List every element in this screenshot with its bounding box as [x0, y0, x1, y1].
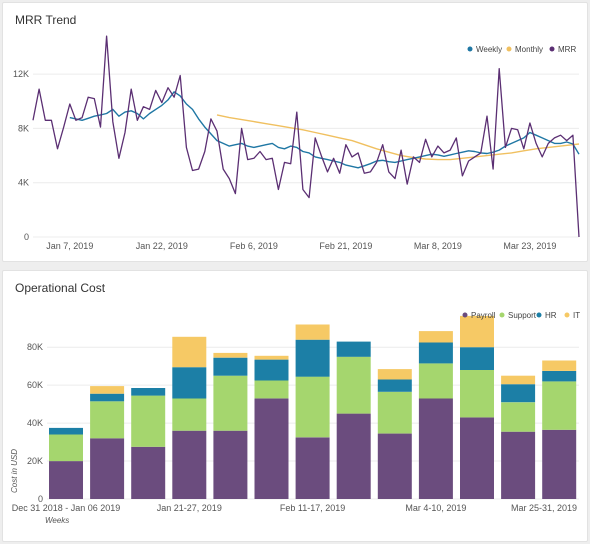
x-tick-label: Jan 7, 2019	[46, 241, 93, 251]
bar-segment-hr[interactable]	[213, 357, 248, 376]
bar-segment-payroll[interactable]	[542, 429, 577, 499]
bar-segment-support[interactable]	[90, 401, 125, 439]
legend-marker	[564, 312, 570, 318]
legend-marker	[549, 46, 555, 52]
bar-segment-hr[interactable]	[460, 347, 494, 370]
bar-segment-it[interactable]	[418, 331, 453, 343]
bar-segment-it[interactable]	[213, 352, 248, 358]
y-tick-label: 60K	[27, 380, 43, 390]
legend-label: Payroll	[471, 311, 496, 320]
legend-label: IT	[573, 311, 580, 320]
legend-label: HR	[545, 311, 557, 320]
bar-segment-payroll[interactable]	[131, 446, 166, 499]
bar-segment-support[interactable]	[131, 395, 166, 447]
bar-segment-payroll[interactable]	[49, 461, 83, 499]
x-axis-title: Weeks	[45, 516, 69, 525]
legend-marker	[536, 312, 542, 318]
bar-segment-payroll[interactable]	[377, 433, 412, 499]
legend-label: MRR	[558, 45, 576, 54]
series-line-mrr[interactable]	[32, 35, 580, 238]
bar-segment-support[interactable]	[542, 381, 577, 430]
bar-segment-hr[interactable]	[336, 341, 371, 357]
y-tick-label: 20K	[27, 456, 43, 466]
x-tick-label: Mar 25-31, 2019	[511, 503, 577, 513]
bar-segment-hr[interactable]	[295, 339, 330, 377]
series-line-monthly[interactable]	[216, 114, 580, 161]
series-line-weekly[interactable]	[69, 91, 580, 169]
x-tick-label: Feb 6, 2019	[230, 241, 278, 251]
bar-segment-it[interactable]	[172, 336, 207, 368]
chart-title: MRR Trend	[15, 13, 77, 27]
bar-segment-payroll[interactable]	[172, 430, 207, 499]
legend-marker	[499, 312, 505, 318]
bar-segment-payroll[interactable]	[460, 417, 494, 499]
bar-segment-hr[interactable]	[131, 388, 166, 396]
bar-segment-it[interactable]	[254, 355, 289, 360]
bar-segment-support[interactable]	[172, 398, 207, 431]
x-tick-label: Jan 22, 2019	[136, 241, 188, 251]
x-tick-label: Mar 8, 2019	[414, 241, 462, 251]
bar-segment-support[interactable]	[254, 380, 289, 399]
bar-segment-hr[interactable]	[172, 367, 207, 399]
x-tick-label: Jan 21-27, 2019	[157, 503, 222, 513]
bar-segment-support[interactable]	[295, 376, 330, 438]
y-tick-label: 0	[24, 232, 29, 242]
y-tick-label: 80K	[27, 342, 43, 352]
bar-segment-support[interactable]	[418, 363, 453, 399]
y-tick-label: 40K	[27, 418, 43, 428]
legend-marker	[506, 46, 512, 52]
bar-segment-support[interactable]	[501, 402, 536, 432]
x-tick-label: Mar 23, 2019	[503, 241, 556, 251]
bar-segment-support[interactable]	[49, 434, 83, 462]
chart-title: Operational Cost	[15, 281, 106, 295]
bar-segment-hr[interactable]	[418, 342, 453, 364]
mrr-trend-chart[interactable]: 0 4K 8K 12K Jan 7, 2019 Jan 22, 2019 Feb 6, 20…	[3, 3, 587, 261]
legend-label: Monthly	[515, 45, 543, 54]
bar-segment-payroll[interactable]	[501, 431, 536, 499]
bar-segment-support[interactable]	[377, 391, 412, 434]
bar-segment-hr[interactable]	[49, 427, 83, 435]
bar-segment-hr[interactable]	[254, 359, 289, 381]
bar-segment-payroll[interactable]	[213, 430, 248, 499]
legend-marker	[462, 312, 468, 318]
bar-segment-it[interactable]	[460, 315, 494, 348]
x-tick-label: Mar 4-10, 2019	[405, 503, 466, 513]
bar-segment-payroll[interactable]	[295, 437, 330, 499]
operational-cost-chart[interactable]: 0 20K 40K 60K 80K Dec 31 2018 - Jan 06 2019 Ja…	[3, 271, 587, 541]
bar-segment-support[interactable]	[336, 356, 371, 414]
y-axis-title: Cost in USD	[10, 449, 19, 493]
y-tick-label: 4K	[18, 178, 29, 188]
bar-segment-it[interactable]	[542, 360, 577, 371]
bar-segment-it[interactable]	[90, 386, 125, 394]
legend-label: Support	[508, 311, 537, 320]
bar-segment-hr[interactable]	[377, 379, 412, 392]
y-tick-label: 0	[38, 494, 43, 504]
bar-segment-payroll[interactable]	[90, 438, 125, 499]
bar-segment-it[interactable]	[501, 375, 536, 385]
mrr-trend-panel: MRR Trend 0 4K 8K 12K Jan 7, 2019 Jan 22, 201…	[2, 2, 588, 262]
bar-segment-hr[interactable]	[501, 384, 536, 403]
x-tick-label: Dec 31 2018 - Jan 06 2019	[12, 503, 121, 513]
y-tick-label: 12K	[13, 69, 29, 79]
x-tick-label: Feb 21, 2019	[319, 241, 372, 251]
legend-label: Weekly	[476, 45, 502, 54]
bar-segment-payroll[interactable]	[254, 398, 289, 500]
y-tick-label: 8K	[18, 123, 29, 133]
bar-segment-payroll[interactable]	[336, 413, 371, 499]
operational-cost-panel: Operational Cost 0 20K 40K 60K 80K Dec 31 201…	[2, 270, 588, 542]
bar-segment-payroll[interactable]	[418, 398, 453, 500]
bar-segment-hr[interactable]	[542, 371, 577, 382]
bar-segment-support[interactable]	[460, 370, 494, 418]
bar-segment-it[interactable]	[295, 324, 330, 340]
bar-segment-it[interactable]	[377, 369, 412, 380]
legend-marker	[467, 46, 473, 52]
bar-segment-support[interactable]	[213, 375, 248, 431]
bar-segment-hr[interactable]	[90, 393, 125, 402]
x-tick-label: Feb 11-17, 2019	[280, 503, 345, 513]
